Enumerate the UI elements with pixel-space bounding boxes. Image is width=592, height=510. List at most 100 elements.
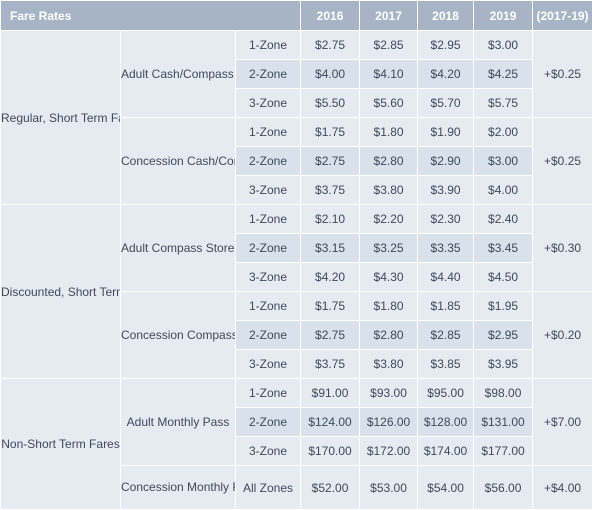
fare-value-2016: $1.75 — [301, 292, 360, 321]
fare-value-2018: $1.85 — [418, 292, 474, 321]
fare-value-2017: $1.80 — [360, 118, 418, 147]
fare-value-2016: $2.75 — [301, 147, 360, 176]
fare-value-2016: $4.20 — [301, 263, 360, 292]
fare-value-2016: $2.75 — [301, 321, 360, 350]
fare-value-2017: $3.25 — [360, 234, 418, 263]
zone-label: 1-Zone — [236, 205, 301, 234]
fare-value-2019: $4.25 — [474, 60, 533, 89]
fare-increase: +$7.00 — [533, 379, 592, 466]
zone-label: 1-Zone — [236, 31, 301, 60]
fare-value-2018: $174.00 — [418, 437, 474, 466]
zone-label: 2-Zone — [236, 60, 301, 89]
fare-value-2017: $4.10 — [360, 60, 418, 89]
fare-value-2019: $56.00 — [474, 466, 533, 510]
fare-value-2017: $1.80 — [360, 292, 418, 321]
fare-value-2018: $2.30 — [418, 205, 474, 234]
zone-label: 3-Zone — [236, 350, 301, 379]
fare-value-2018: $4.40 — [418, 263, 474, 292]
fare-value-2016: $1.75 — [301, 118, 360, 147]
fare-value-2017: $4.30 — [360, 263, 418, 292]
fare-value-2018: $1.90 — [418, 118, 474, 147]
fare-value-2019: $5.75 — [474, 89, 533, 118]
fare-type-label: Concession Cash/Compass Ticket — [121, 118, 236, 205]
fare-increase: +$0.30 — [533, 205, 592, 292]
fare-value-2018: $2.90 — [418, 147, 474, 176]
fare-type-label: Adult Monthly Pass — [121, 379, 236, 466]
fare-value-2019: $131.00 — [474, 408, 533, 437]
fare-value-2017: $2.80 — [360, 147, 418, 176]
fare-value-2017: $2.85 — [360, 31, 418, 60]
fare-value-2016: $3.15 — [301, 234, 360, 263]
fare-increase: +$0.20 — [533, 292, 592, 379]
zone-label: 2-Zone — [236, 408, 301, 437]
zone-label: 3-Zone — [236, 176, 301, 205]
zone-label: 1-Zone — [236, 118, 301, 147]
fare-value-2016: $52.00 — [301, 466, 360, 510]
fare-value-2016: $3.75 — [301, 176, 360, 205]
fare-value-2016: $5.50 — [301, 89, 360, 118]
fare-value-2017: $3.80 — [360, 350, 418, 379]
fare-category-label: Non-Short Term Fares — [1, 379, 121, 510]
fare-value-2018: $5.70 — [418, 89, 474, 118]
fare-value-2016: $2.10 — [301, 205, 360, 234]
fare-value-2017: $53.00 — [360, 466, 418, 510]
fare-category-text: Regular, Short Term Fares — [1, 108, 121, 128]
fare-value-2018: $2.85 — [418, 321, 474, 350]
year-header-2016: 2016 — [301, 1, 360, 31]
zone-label: 2-Zone — [236, 147, 301, 176]
zone-label: 3-Zone — [236, 89, 301, 118]
fare-value-2016: $4.00 — [301, 60, 360, 89]
fare-category-text: Non-Short Term Fares — [1, 434, 119, 454]
zone-label: All Zones — [236, 466, 301, 510]
fare-value-2019: $4.50 — [474, 263, 533, 292]
fare-value-2018: $54.00 — [418, 466, 474, 510]
fare-value-2019: $2.00 — [474, 118, 533, 147]
fare-value-2017: $126.00 — [360, 408, 418, 437]
fare-value-2019: $3.95 — [474, 350, 533, 379]
fare-value-2016: $91.00 — [301, 379, 360, 408]
fare-value-2018: $3.90 — [418, 176, 474, 205]
zone-label: 1-Zone — [236, 292, 301, 321]
fare-value-2017: $172.00 — [360, 437, 418, 466]
zone-label: 1-Zone — [236, 379, 301, 408]
increase-header: (2017-19) — [533, 1, 592, 31]
zone-label: 2-Zone — [236, 234, 301, 263]
fare-value-2019: $2.40 — [474, 205, 533, 234]
fare-type-label: Adult Compass Stored Value — [121, 205, 236, 292]
fare-value-2019: $1.95 — [474, 292, 533, 321]
fare-value-2017: $2.20 — [360, 205, 418, 234]
header-row: Fare Rates 2016 2017 2018 2019 (2017-19) — [1, 1, 592, 31]
fare-value-2019: $4.00 — [474, 176, 533, 205]
fare-value-2017: $2.80 — [360, 321, 418, 350]
fare-value-2017: $3.80 — [360, 176, 418, 205]
fare-value-2019: $98.00 — [474, 379, 533, 408]
fare-category-label: Discounted, Short Term Fares — [1, 205, 121, 379]
year-header-2018: 2018 — [418, 1, 474, 31]
fare-value-2019: $2.95 — [474, 321, 533, 350]
year-header-2017: 2017 — [360, 1, 418, 31]
zone-label: 3-Zone — [236, 437, 301, 466]
fare-value-2017: $5.60 — [360, 89, 418, 118]
fare-type-label: Concession Monthly Pass — [121, 466, 236, 510]
fare-value-2019: $3.00 — [474, 147, 533, 176]
fare-value-2018: $4.20 — [418, 60, 474, 89]
fare-category-text: Discounted, Short Term Fares — [1, 282, 121, 302]
fare-value-2019: $3.00 — [474, 31, 533, 60]
fare-value-2019: $3.45 — [474, 234, 533, 263]
fare-type-label: Adult Cash/Compass Ticket — [121, 31, 236, 118]
fare-value-2019: $177.00 — [474, 437, 533, 466]
fare-category-label: Regular, Short Term Fares — [1, 31, 121, 205]
fare-value-2018: $3.85 — [418, 350, 474, 379]
fare-value-2018: $2.95 — [418, 31, 474, 60]
fare-increase: +$0.25 — [533, 118, 592, 205]
year-header-2019: 2019 — [474, 1, 533, 31]
fare-value-2016: $2.75 — [301, 31, 360, 60]
fare-increase: +$4.00 — [533, 466, 592, 510]
fare-value-2018: $95.00 — [418, 379, 474, 408]
zone-label: 3-Zone — [236, 263, 301, 292]
